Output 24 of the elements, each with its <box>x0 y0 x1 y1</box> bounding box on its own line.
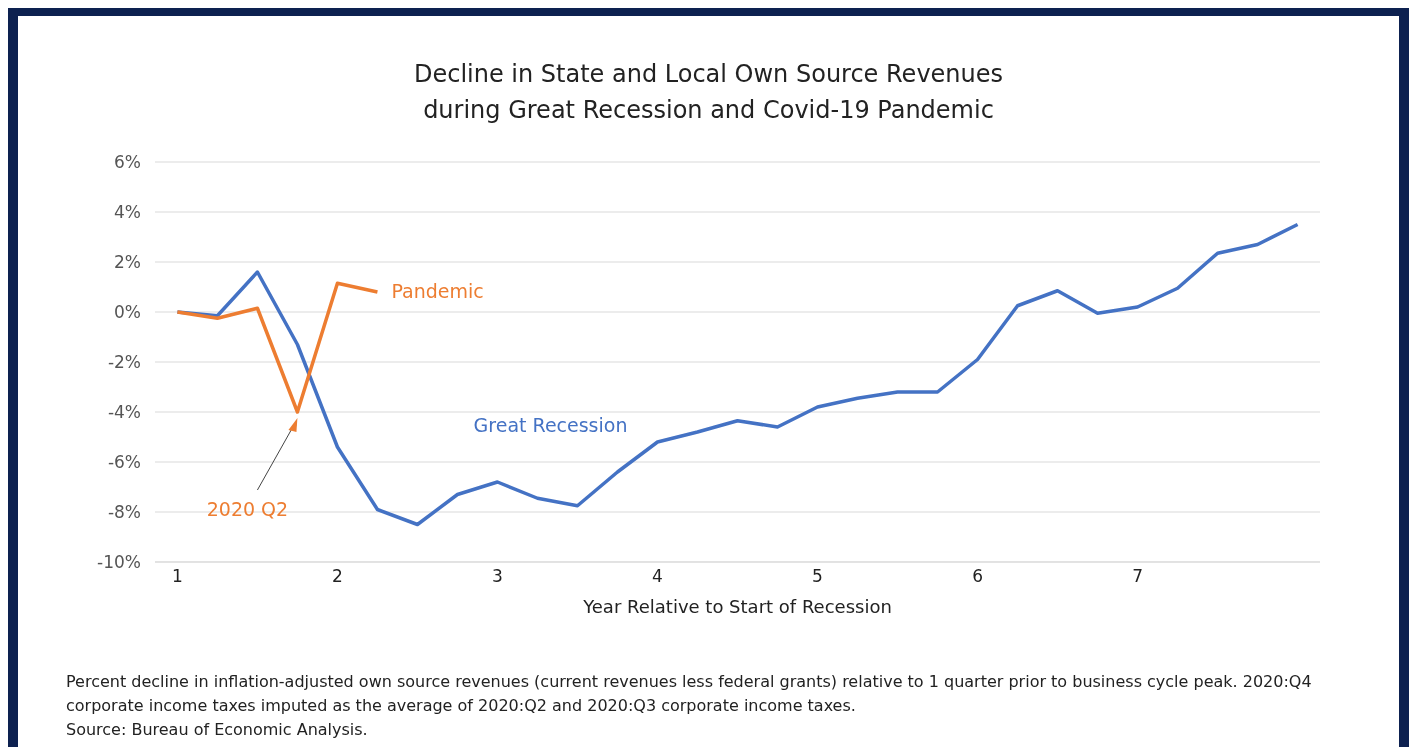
x-tick-label: 2 <box>332 566 343 587</box>
source-note: Source: Bureau of Economic Analysis. <box>66 719 369 741</box>
y-tick-label: 4% <box>114 202 141 223</box>
y-tick-label: -6% <box>107 452 141 473</box>
y-tick-label: -8% <box>107 502 141 523</box>
y-tick-label: -10% <box>97 552 141 573</box>
x-tick-label: 1 <box>171 566 183 587</box>
y-tick-label: 2% <box>114 252 141 273</box>
x-tick-label: 3 <box>492 566 503 587</box>
x-axis-title: Year Relative to Start of Recession <box>582 596 892 617</box>
y-tick-label: 6% <box>114 152 141 173</box>
annotation: 2020 Q2 <box>206 498 289 520</box>
chart-title: Decline in State and Local Own Source Revenues during Great Recession and Covid-19 Pandemic <box>412 59 1005 126</box>
series-label: Great Recession <box>473 414 628 436</box>
x-tick-label: 7 <box>1132 566 1143 587</box>
text: Percent decline in inflation-adjusted own source revenues (current revenues less federal grants) relative to 1 quarter prior to business cycle peak. 2020:Q4 corporate income taxes imputed as the average of 2020:Q2 and 2020:Q3 corporate income taxes. <box>66 671 1313 717</box>
x-tick-label: 6 <box>972 566 983 587</box>
y-tick-label: -4% <box>107 402 141 423</box>
line-series <box>175 281 380 414</box>
x-tick-label: 4 <box>652 566 663 587</box>
y-tick-label: 0% <box>114 302 141 323</box>
x-tick-label: 5 <box>812 566 823 587</box>
y-tick-label: -2% <box>107 352 141 373</box>
series-label: Pandemic <box>391 280 484 302</box>
